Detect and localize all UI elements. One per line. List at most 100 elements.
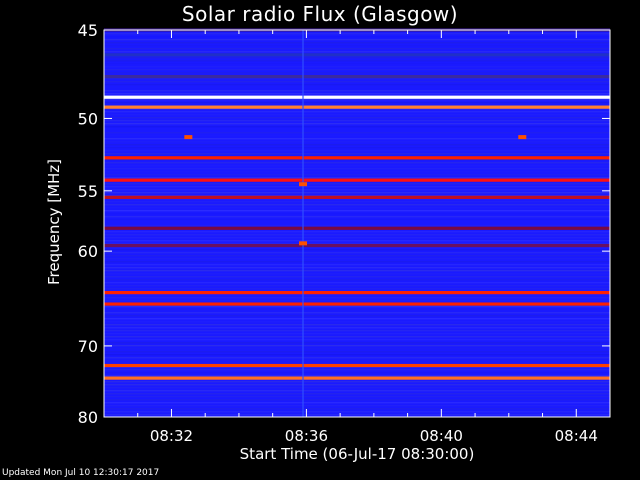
noise-row — [104, 273, 610, 275]
noise-row — [104, 93, 610, 95]
noise-row — [104, 129, 610, 131]
noise-row — [104, 147, 610, 149]
noise-row — [104, 363, 610, 365]
noise-row — [104, 327, 610, 329]
noise-row — [104, 135, 610, 137]
noise-row — [104, 396, 610, 398]
updated-timestamp: Updated Mon Jul 10 12:30:17 2017 — [2, 468, 160, 478]
noise-row — [104, 249, 610, 251]
noise-row — [104, 90, 610, 92]
noise-row — [104, 183, 610, 185]
noise-row — [104, 237, 610, 239]
x-axis: 08:32 08:36 08:40 08:44 — [103, 30, 611, 445]
frequency-band — [104, 74, 610, 79]
noise-row — [104, 153, 610, 155]
frequency-band — [104, 376, 610, 380]
noise-row — [104, 315, 610, 317]
noise-row — [104, 99, 610, 101]
noise-row — [104, 72, 610, 74]
noise-row — [104, 255, 610, 257]
burst-spot — [299, 241, 308, 246]
noise-row — [104, 357, 610, 359]
noise-row — [104, 126, 610, 128]
burst-spot — [299, 182, 308, 187]
noise-row — [104, 66, 610, 68]
noise-row — [104, 123, 610, 125]
noise-row — [104, 348, 610, 350]
noise-row — [104, 288, 610, 290]
noise-row — [104, 258, 610, 260]
noise-row — [104, 240, 610, 242]
noise-row — [104, 339, 610, 341]
spectrogram-background — [104, 30, 610, 417]
noise-row — [104, 372, 610, 374]
noise-row — [104, 243, 610, 245]
noise-row — [104, 330, 610, 332]
noise-row — [104, 204, 610, 206]
noise-row — [104, 48, 610, 50]
noise-row — [104, 225, 610, 227]
noise-row — [104, 336, 610, 338]
noise-row — [104, 201, 610, 203]
noise-row — [104, 351, 610, 353]
noise-row — [104, 270, 610, 272]
noise-row — [104, 345, 610, 347]
noise-row — [104, 369, 610, 371]
noise-row — [104, 189, 610, 191]
noise-row — [104, 33, 610, 35]
noise-row — [104, 120, 610, 122]
noise-row — [104, 192, 610, 194]
noise-row — [104, 69, 610, 71]
noise-row — [104, 57, 610, 59]
frequency-band — [104, 291, 610, 295]
frequency-band — [104, 105, 610, 109]
noise-row — [104, 402, 610, 404]
burst-spot — [184, 135, 193, 140]
noise-row — [104, 195, 610, 197]
noise-row — [104, 132, 610, 134]
x-tick-label: 08:40 — [420, 427, 463, 445]
frequency-band — [104, 243, 610, 248]
noise-row — [104, 390, 610, 392]
noise-row — [104, 414, 610, 416]
noise-row — [104, 159, 610, 161]
noise-row — [104, 306, 610, 308]
noise-row — [104, 144, 610, 146]
noise-row — [104, 399, 610, 401]
noise-row — [104, 150, 610, 152]
frequency-band — [104, 156, 610, 160]
noise-row — [104, 360, 610, 362]
frequency-band — [104, 302, 610, 306]
y-tick-label: 60 — [78, 242, 98, 261]
noise-row — [104, 354, 610, 356]
plot-area — [103, 28, 611, 418]
noise-row — [104, 114, 610, 116]
noise-row — [104, 324, 610, 326]
noise-row — [104, 177, 610, 179]
noise-row — [104, 207, 610, 209]
noise-row — [104, 318, 610, 320]
noise-row — [104, 279, 610, 281]
noise-row — [104, 381, 610, 383]
noise-row — [104, 51, 610, 53]
noise-row — [104, 333, 610, 335]
noise-row — [104, 117, 610, 119]
noise-row — [104, 222, 610, 224]
noise-row — [104, 219, 610, 221]
noise-row — [104, 294, 610, 296]
frequency-band — [104, 95, 610, 99]
noise-row — [104, 39, 610, 41]
noise-row — [104, 45, 610, 47]
x-axis-label: Start Time (06-Jul-17 08:30:00) — [239, 445, 475, 463]
noise-row — [104, 387, 610, 389]
noise-row — [104, 276, 610, 278]
noise-row — [104, 210, 610, 212]
vertical-artifact — [302, 30, 305, 417]
noise-row — [104, 165, 610, 167]
noise-row — [104, 162, 610, 164]
y-tick-label: 55 — [78, 182, 98, 201]
frequency-band — [104, 195, 610, 199]
noise-row — [104, 168, 610, 170]
noise-row — [104, 300, 610, 302]
noise-row — [104, 411, 610, 413]
